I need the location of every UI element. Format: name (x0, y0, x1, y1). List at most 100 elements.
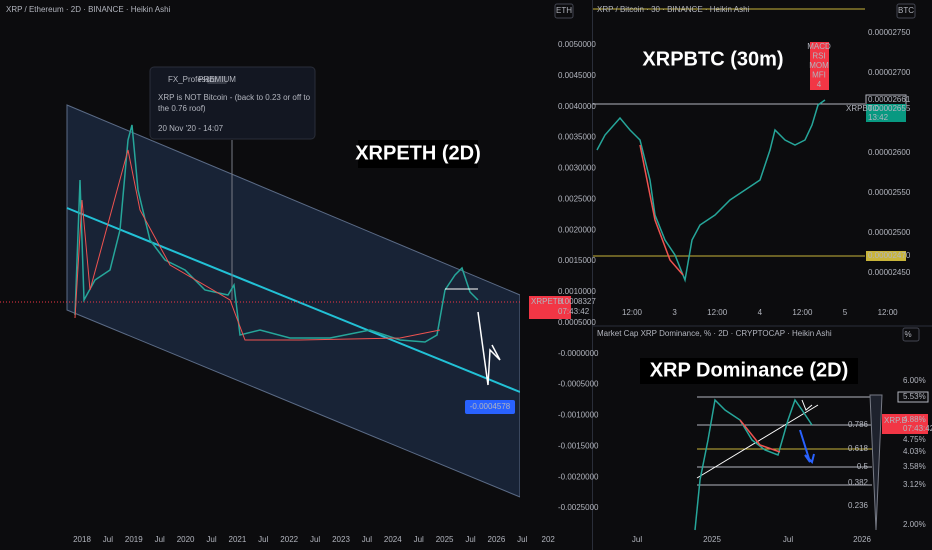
y-tick-label: 4.03% (903, 447, 926, 456)
price-candles (639, 144, 684, 276)
countdown: 07:43:42 (903, 424, 932, 433)
indicator-label: MACD (807, 42, 831, 51)
x-tick-label: 2026 (488, 535, 506, 544)
x-tick-label: Jul (414, 535, 424, 544)
level-tag (866, 251, 906, 261)
countdown: 07:43:42 (558, 307, 590, 316)
y-tick-label: 0.0020000 (558, 225, 596, 234)
x-tick-label: 3 (672, 308, 677, 317)
x-tick-label: 12:00 (622, 308, 643, 317)
indicator-label: 4 (817, 80, 822, 89)
level-tag: 0.00002470 (868, 251, 911, 260)
x-tick-label: 2026 (853, 535, 871, 544)
indicator-tag (810, 42, 829, 90)
currency: % (904, 330, 911, 339)
fib-wedge (869, 394, 883, 531)
x-tick-label: 2023 (332, 535, 350, 544)
x-tick-label: Jul (362, 535, 372, 544)
y-tick-label: 2.00% (903, 520, 926, 529)
fib-label: 0.786 (848, 420, 869, 429)
x-tick-label: Jul (517, 535, 527, 544)
x-tick-label: 2022 (280, 535, 298, 544)
chart-header: XRP / Ethereum · 2D · BINANCE · Heikin A… (6, 5, 171, 14)
x-tick-label: Jul (103, 535, 113, 544)
y-tick-label: 0.0050000 (558, 40, 596, 49)
chart-title: XRPBTC (30m) (642, 48, 783, 70)
countdown: 13:42 (868, 113, 889, 122)
chart-header: Market Cap XRP Dominance, % · 2D · CRYPT… (597, 329, 832, 338)
y-tick-label: -0.0005000 (558, 380, 599, 389)
arrow (799, 429, 815, 464)
price-tag (882, 414, 928, 434)
y-tick-label: 6.00% (903, 376, 926, 385)
y-tick-label: 5.53% (903, 392, 926, 401)
currency-box (896, 3, 916, 19)
y-tick-label: 0.0030000 (558, 164, 596, 173)
fib-label: 0.236 (848, 501, 869, 510)
y-tick-label: -0.0010000 (558, 411, 599, 420)
x-tick-label: Jul (310, 535, 320, 544)
y-tick-label: 0.00002550 (868, 188, 911, 197)
symbol: XRPBTC (846, 104, 879, 113)
y-tick-label: -0.0025000 (558, 503, 599, 512)
indicator-label: MFI (812, 71, 826, 80)
fib-label: 0.5 (857, 462, 869, 471)
target-tag (465, 400, 515, 414)
chart-header: XRP / Bitcoin · 30 · BINANCE · Heikin As… (597, 5, 750, 14)
y-tick-label: -0.0015000 (558, 441, 599, 450)
note-author: FX_Professor (168, 75, 217, 84)
chart-title: XRP Dominance (2D) (650, 359, 849, 381)
note-text: XRP is NOT Bitcoin - (back to 0.23 or of… (158, 93, 311, 113)
x-tick-label: 12:00 (707, 308, 728, 317)
y-tick-label: -0.0000000 (558, 349, 599, 358)
y-tick-label: 0.00002600 (868, 148, 911, 157)
x-tick-label: 2018 (73, 535, 91, 544)
x-tick-label: 2019 (125, 535, 143, 544)
y-tick-label: 0.0025000 (558, 194, 596, 203)
y-tick-label: 0.0015000 (558, 256, 596, 265)
x-tick-label: 2025 (436, 535, 454, 544)
badge-bg (207, 76, 227, 84)
x-tick-label: Jul (783, 535, 793, 544)
price: 4.88% (903, 415, 926, 424)
y-tick-label: 0.0010000 (558, 287, 596, 296)
mid-line (66, 207, 521, 393)
currency-box (554, 3, 574, 19)
currency: ETH (556, 6, 572, 15)
arrow (801, 399, 813, 411)
currency: BTC (898, 6, 914, 15)
y-tick-label: 0.00002500 (868, 228, 911, 237)
x-tick-label: 2021 (229, 535, 247, 544)
y-tick-label: -0.0020000 (558, 472, 599, 481)
fib-label: 0.618 (848, 444, 869, 453)
x-tick-label: Jul (465, 535, 475, 544)
price-candles (739, 419, 781, 453)
x-tick-label: 202 (542, 535, 556, 544)
price-candles (596, 99, 826, 283)
x-tick-label: 4 (758, 308, 763, 317)
title-bg (640, 358, 858, 384)
indicator-label: MOM (809, 61, 829, 70)
arrow (477, 311, 501, 386)
y-tick-label: 3.12% (903, 480, 926, 489)
x-tick-label: 5 (843, 308, 848, 317)
x-tick-label: 2025 (703, 535, 721, 544)
y-tick-label: 0.00002750 (868, 28, 911, 37)
price-tag (529, 296, 571, 319)
level-tag (897, 391, 929, 403)
price-candles (694, 398, 813, 531)
x-tick-label: 2024 (384, 535, 402, 544)
symbol: XRPETH (531, 297, 564, 306)
price: 0.0008327 (558, 297, 596, 306)
x-tick-label: 12:00 (792, 308, 813, 317)
indicator-label: RSI (812, 52, 825, 61)
currency-box (902, 327, 920, 342)
y-tick-label: 0.0040000 (558, 102, 596, 111)
y-tick-label: 4.75% (903, 435, 926, 444)
y-tick-label: 0.00002450 (868, 268, 911, 277)
price-axis (520, 0, 592, 550)
x-tick-label: 12:00 (878, 308, 899, 317)
fib-label: 0.382 (848, 478, 869, 487)
level-tag: 0.00002661 (868, 95, 911, 104)
price-tag (866, 104, 906, 122)
